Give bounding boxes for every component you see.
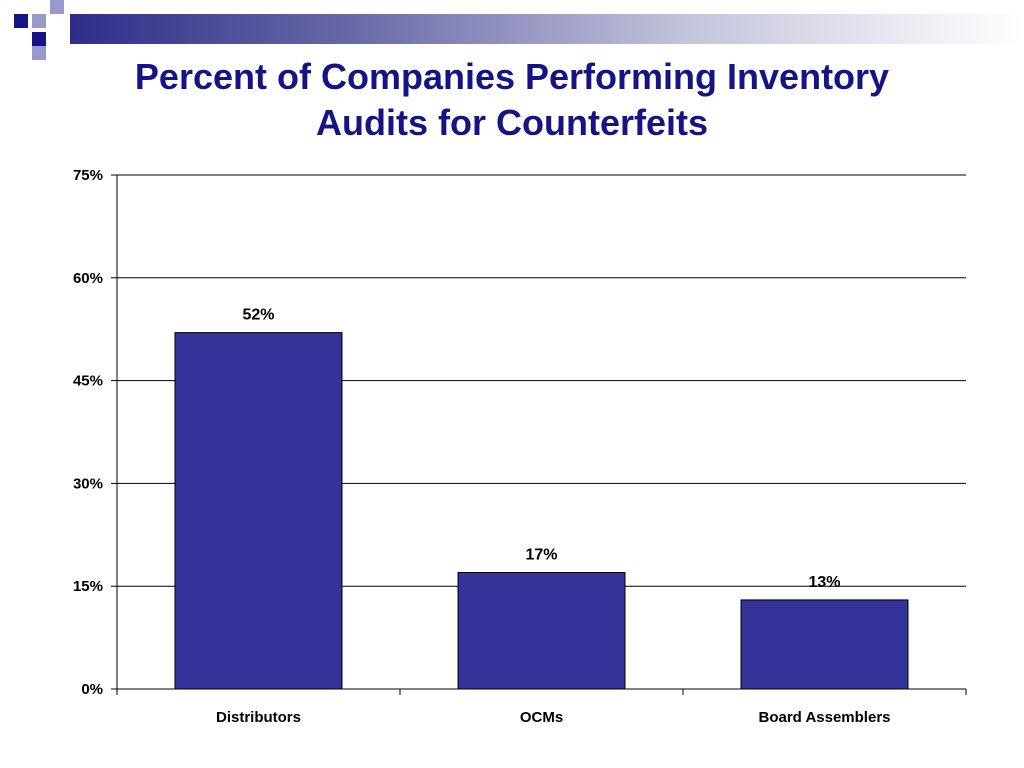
y-tick-label: 75% — [73, 167, 103, 184]
x-category-label: OCMs — [520, 709, 563, 726]
deco-square-dark — [14, 14, 28, 28]
y-tick-label: 15% — [73, 578, 103, 595]
y-tick-label: 45% — [73, 373, 103, 390]
header-gradient-bar — [70, 14, 1024, 44]
y-tick-label: 0% — [81, 681, 103, 698]
deco-square-light — [32, 14, 46, 28]
bar — [174, 332, 343, 690]
y-tick-label: 30% — [73, 475, 103, 492]
slide-title-line-1: Percent of Companies Performing Inventor… — [134, 56, 890, 97]
x-category-label: Distributors — [216, 709, 301, 726]
corner-decoration — [14, 0, 64, 60]
slide-title: Percent of Companies Performing Inventor… — [0, 54, 1024, 146]
bar — [740, 599, 909, 690]
y-tick-label: 60% — [73, 270, 103, 287]
bar — [457, 571, 626, 690]
x-category-label: Board Assemblers — [759, 709, 891, 726]
deco-square-light — [50, 0, 64, 14]
data-label: 52% — [242, 307, 274, 324]
data-label: 13% — [808, 574, 840, 591]
deco-square-white — [14, 32, 28, 46]
data-label: 17% — [525, 546, 557, 563]
deco-square-dark — [32, 32, 46, 46]
slide-title-line-2: Audits for Counterfeits — [316, 102, 708, 143]
deco-square-light — [32, 46, 46, 60]
